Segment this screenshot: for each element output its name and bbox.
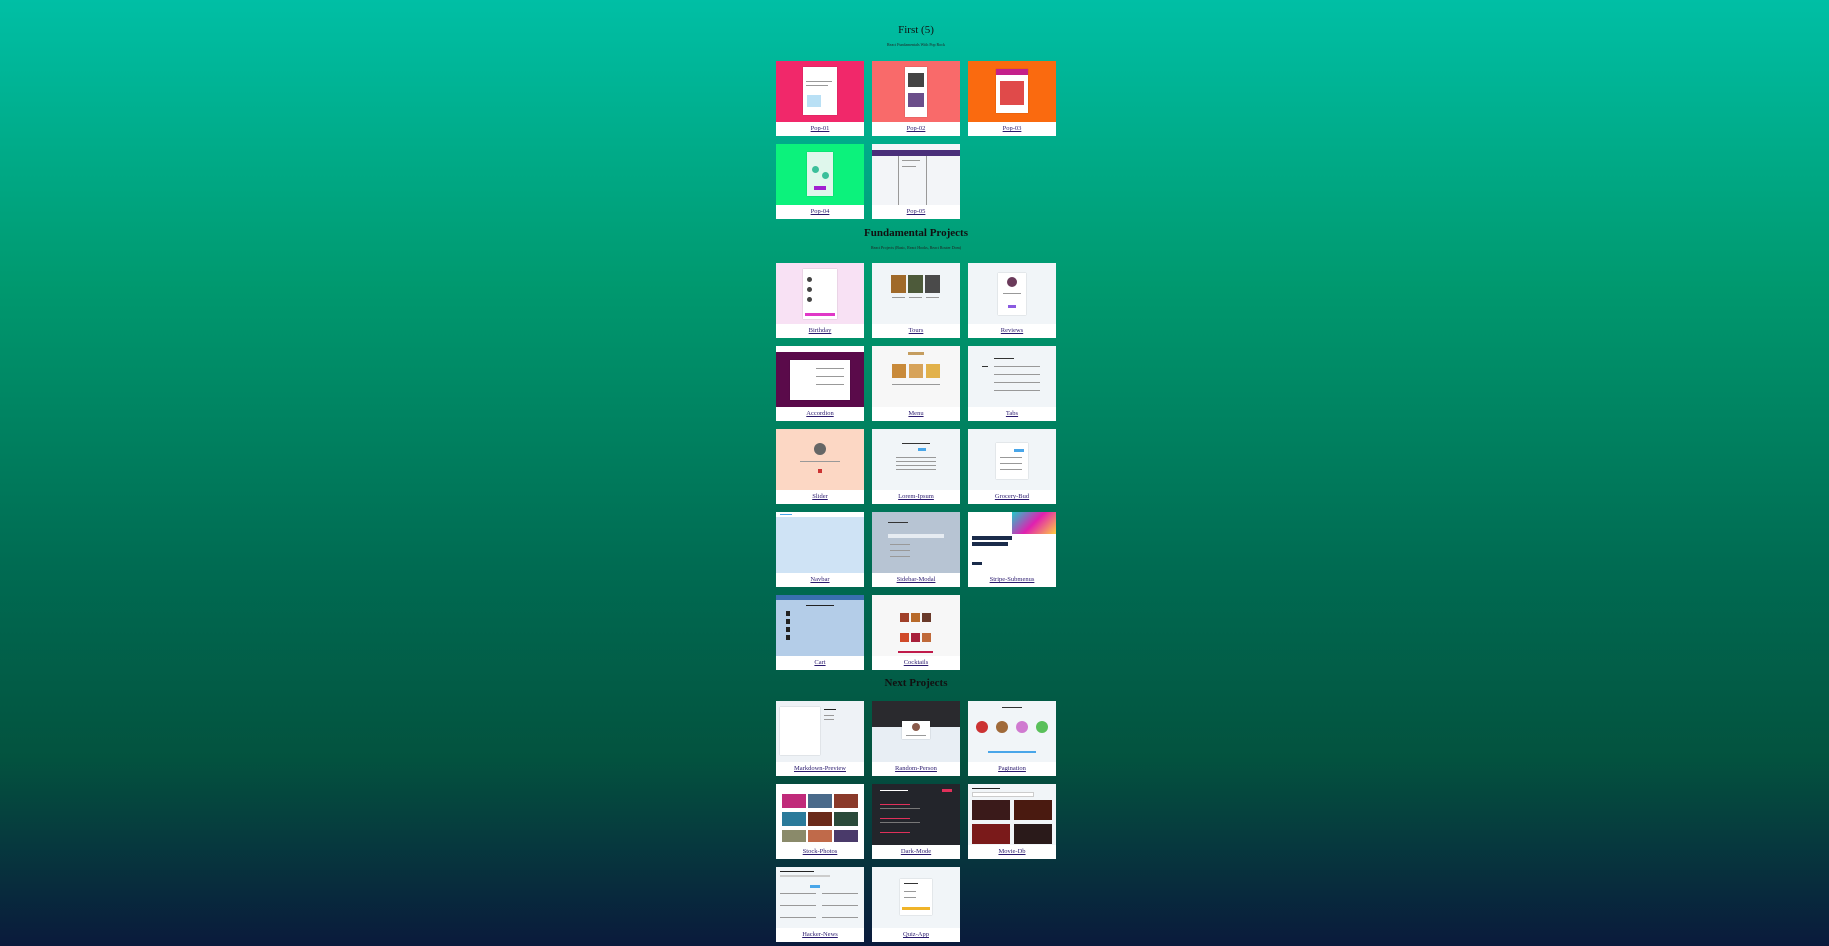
- project-link[interactable]: Accordion: [806, 410, 834, 417]
- project-card-dark-mode[interactable]: Dark-Mode: [872, 784, 960, 859]
- project-thumbnail: [872, 512, 960, 573]
- project-card-stock-photos[interactable]: Stock-Photos: [776, 784, 864, 859]
- project-card-reviews[interactable]: Reviews: [968, 263, 1056, 338]
- project-link[interactable]: Cart: [814, 659, 826, 666]
- project-thumbnail: [872, 346, 960, 407]
- project-thumbnail: [776, 595, 864, 656]
- project-link[interactable]: Dark-Mode: [900, 848, 932, 855]
- project-card-random-person[interactable]: Random-Person: [872, 701, 960, 776]
- project-card-cocktails[interactable]: Cocktails: [872, 595, 960, 670]
- project-card-menu[interactable]: Menu: [872, 346, 960, 421]
- project-link[interactable]: Lorem-Ipsum: [898, 493, 934, 500]
- project-link[interactable]: Stock-Photos: [802, 848, 838, 855]
- project-thumbnail: [776, 429, 864, 490]
- project-thumbnail: [872, 867, 960, 928]
- project-grid-next: Markdown-Preview Random-Person Paginatio…: [776, 701, 1056, 942]
- project-card-pop-01[interactable]: Pop-01: [776, 61, 864, 136]
- project-card-pop-05[interactable]: Pop-05: [872, 144, 960, 219]
- project-thumbnail: [776, 144, 864, 205]
- project-link[interactable]: Quiz-App: [903, 931, 929, 938]
- project-card-tours[interactable]: Tours: [872, 263, 960, 338]
- project-link[interactable]: Pop-04: [810, 208, 830, 215]
- project-link[interactable]: Menu: [908, 410, 924, 417]
- project-link[interactable]: Hacker-News: [802, 931, 838, 938]
- project-link[interactable]: Random-Person: [895, 765, 937, 772]
- project-thumbnail: [776, 867, 864, 928]
- project-thumbnail: [776, 701, 864, 762]
- project-thumbnail: [872, 61, 960, 122]
- project-card-cart[interactable]: Cart: [776, 595, 864, 670]
- project-link[interactable]: Pop-02: [906, 125, 926, 132]
- project-link[interactable]: Sidebar-Modal: [896, 576, 936, 583]
- project-link[interactable]: Movie-Db: [998, 848, 1026, 855]
- project-card-hacker-news[interactable]: Hacker-News: [776, 867, 864, 942]
- project-grid-first: Pop-01 Pop-02 Pop-03: [776, 61, 1056, 219]
- project-card-accordion[interactable]: Accordion: [776, 346, 864, 421]
- project-link[interactable]: Tours: [908, 327, 924, 334]
- project-link[interactable]: Stripe-Submenus: [989, 576, 1035, 583]
- section-title: Fundamental Projects: [864, 227, 968, 239]
- project-link[interactable]: Pop-05: [906, 208, 926, 215]
- section-title: Next Projects: [884, 677, 948, 689]
- project-thumbnail: [872, 784, 960, 845]
- project-grid-fundamental: Birthday Tours Reviews: [776, 263, 1056, 670]
- project-card-stripe-submenus[interactable]: Stripe-Submenus: [968, 512, 1056, 587]
- project-thumbnail: [968, 346, 1056, 407]
- project-thumbnail: [968, 61, 1056, 122]
- project-card-sidebar-modal[interactable]: Sidebar-Modal: [872, 512, 960, 587]
- project-link[interactable]: Navbar: [810, 576, 830, 583]
- project-card-birthday[interactable]: Birthday: [776, 263, 864, 338]
- project-card-tabs[interactable]: Tabs: [968, 346, 1056, 421]
- project-link[interactable]: Grocery-Bud: [994, 493, 1030, 500]
- project-link[interactable]: Birthday: [808, 327, 832, 334]
- project-card-pop-03[interactable]: Pop-03: [968, 61, 1056, 136]
- section-subtitle: React Projects (Basic, React Hooks, Reac…: [870, 245, 962, 250]
- project-card-pop-04[interactable]: Pop-04: [776, 144, 864, 219]
- project-thumbnail: [776, 263, 864, 324]
- project-card-grocery-bud[interactable]: Grocery-Bud: [968, 429, 1056, 504]
- project-thumbnail: [776, 61, 864, 122]
- project-thumbnail: [968, 263, 1056, 324]
- project-link[interactable]: Pop-03: [1002, 125, 1022, 132]
- project-link[interactable]: Cocktails: [903, 659, 929, 666]
- project-thumbnail: [776, 346, 864, 407]
- project-thumbnail: [776, 512, 864, 573]
- project-thumbnail: [872, 429, 960, 490]
- project-link[interactable]: Pop-01: [810, 125, 830, 132]
- project-card-pop-02[interactable]: Pop-02: [872, 61, 960, 136]
- project-thumbnail: [968, 512, 1056, 573]
- project-thumbnail: [872, 263, 960, 324]
- project-thumbnail: [776, 784, 864, 845]
- project-card-lorem-ipsum[interactable]: Lorem-Ipsum: [872, 429, 960, 504]
- project-link[interactable]: Pagination: [998, 765, 1026, 772]
- project-thumbnail: [968, 784, 1056, 845]
- project-card-navbar[interactable]: Navbar: [776, 512, 864, 587]
- project-thumbnail: [968, 429, 1056, 490]
- project-link[interactable]: Tabs: [1005, 410, 1019, 417]
- project-link[interactable]: Reviews: [1000, 327, 1024, 334]
- section-title: First (5): [898, 24, 934, 36]
- project-thumbnail: [968, 701, 1056, 762]
- project-thumbnail: [872, 144, 960, 205]
- project-card-movie-db[interactable]: Movie-Db: [968, 784, 1056, 859]
- project-card-markdown-preview[interactable]: Markdown-Preview: [776, 701, 864, 776]
- project-link[interactable]: Slider: [812, 493, 828, 500]
- project-card-slider[interactable]: Slider: [776, 429, 864, 504]
- section-first: First (5): [776, 24, 1056, 36]
- project-card-quiz-app[interactable]: Quiz-App: [872, 867, 960, 942]
- project-card-pagination[interactable]: Pagination: [968, 701, 1056, 776]
- project-thumbnail: [872, 595, 960, 656]
- project-thumbnail: [872, 701, 960, 762]
- project-link[interactable]: Markdown-Preview: [794, 765, 846, 772]
- section-subtitle: React Fundamentals With Pop Rock: [887, 42, 945, 47]
